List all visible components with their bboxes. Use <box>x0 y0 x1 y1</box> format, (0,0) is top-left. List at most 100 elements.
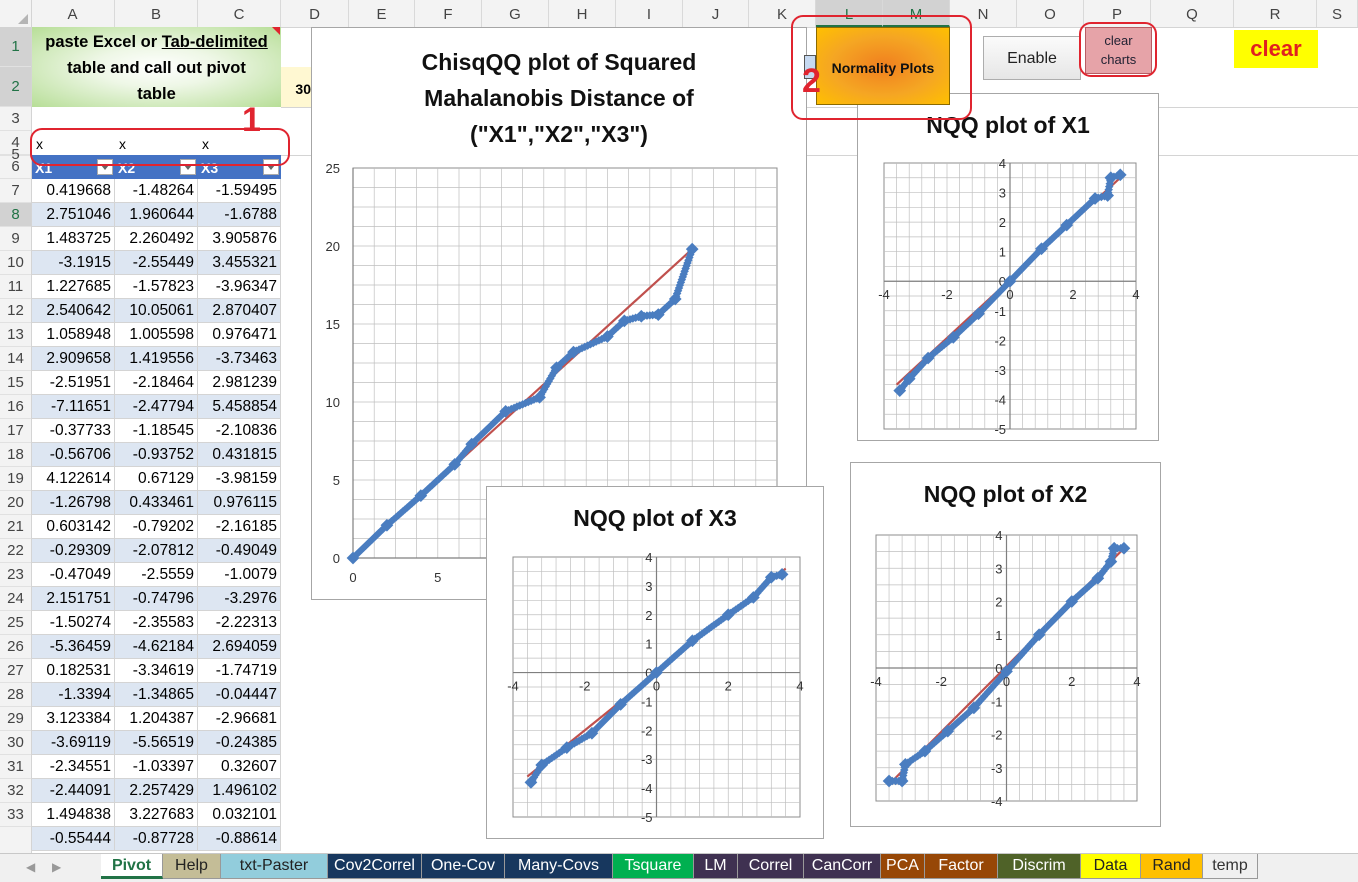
tab-txt-paster[interactable]: txt-Paster <box>221 854 328 879</box>
table-cell[interactable]: -0.88614 <box>198 827 281 851</box>
table-cell[interactable]: -2.35583 <box>115 611 198 635</box>
row-header-13[interactable]: 13 <box>0 323 31 347</box>
table-cell[interactable]: 0.431815 <box>198 443 281 467</box>
row-header-6[interactable]: 6 <box>0 155 31 179</box>
row-header-11[interactable]: 11 <box>0 275 31 299</box>
table-cell[interactable]: -2.18464 <box>115 371 198 395</box>
table-cell[interactable]: 2.260492 <box>115 227 198 251</box>
table-cell[interactable]: 3.455321 <box>198 251 281 275</box>
table-cell[interactable]: 2.540642 <box>32 299 115 323</box>
tab-factor[interactable]: Factor <box>925 854 998 879</box>
table-cell[interactable]: -2.22313 <box>198 611 281 635</box>
row-header-15[interactable]: 15 <box>0 371 31 395</box>
tab-pca[interactable]: PCA <box>881 854 925 879</box>
table-cell[interactable]: 2.909658 <box>32 347 115 371</box>
column-header-b[interactable]: B <box>115 0 198 27</box>
table-cell[interactable]: -3.96347 <box>198 275 281 299</box>
table-cell[interactable]: 0.603142 <box>32 515 115 539</box>
tab-scroll-left-icon[interactable]: ◀ <box>26 860 36 874</box>
table-cell[interactable]: 2.981239 <box>198 371 281 395</box>
table-cell[interactable]: 0.976115 <box>198 491 281 515</box>
tab-tsquare[interactable]: Tsquare <box>613 854 694 879</box>
tab-many-covs[interactable]: Many-Covs <box>505 854 613 879</box>
row-header-17[interactable]: 17 <box>0 419 31 443</box>
clear-button[interactable]: clear <box>1234 30 1318 68</box>
row-header-9[interactable]: 9 <box>0 227 31 251</box>
filter-dropdown-icon[interactable] <box>263 159 279 175</box>
table-cell[interactable]: 0.032101 <box>198 803 281 827</box>
clear-charts-button[interactable]: clear charts <box>1085 27 1152 74</box>
tab-correl[interactable]: Correl <box>738 854 804 879</box>
row-header-28[interactable]: 28 <box>0 683 31 707</box>
tab-temp[interactable]: temp <box>1203 854 1258 879</box>
table-cell[interactable]: -2.07812 <box>115 539 198 563</box>
column-header-m[interactable]: M <box>883 0 950 27</box>
table-cell[interactable]: -7.11651 <box>32 395 115 419</box>
table-cell[interactable]: -1.74719 <box>198 659 281 683</box>
shape-handle[interactable] <box>804 55 816 79</box>
table-cell[interactable]: 1.483725 <box>32 227 115 251</box>
table-cell[interactable]: -1.18545 <box>115 419 198 443</box>
row-header-4[interactable]: 4 <box>0 131 31 155</box>
table-cell[interactable]: -1.3394 <box>32 683 115 707</box>
row-header-2[interactable]: 2 <box>0 67 31 107</box>
table-cell[interactable]: 0.419668 <box>32 179 115 203</box>
cell-c4[interactable]: x <box>202 136 209 152</box>
table-cell[interactable]: -0.74796 <box>115 587 198 611</box>
row-header-31[interactable]: 31 <box>0 755 31 779</box>
table-cell[interactable]: -0.04447 <box>198 683 281 707</box>
table-cell[interactable]: -1.57823 <box>115 275 198 299</box>
column-header-n[interactable]: N <box>950 0 1017 27</box>
row-header-32[interactable]: 32 <box>0 779 31 803</box>
table-cell[interactable]: -0.79202 <box>115 515 198 539</box>
table-cell[interactable]: -1.6788 <box>198 203 281 227</box>
filter-dropdown-icon[interactable] <box>97 159 113 175</box>
table-cell[interactable]: -0.56706 <box>32 443 115 467</box>
row-header-30[interactable]: 30 <box>0 731 31 755</box>
table-cell[interactable]: 4.122614 <box>32 467 115 491</box>
tab-cov2correl[interactable]: Cov2Correl <box>328 854 422 879</box>
table-cell[interactable]: -3.1915 <box>32 251 115 275</box>
tab-scroll-right-icon[interactable]: ▶ <box>52 860 62 874</box>
tab-one-cov[interactable]: One-Cov <box>422 854 505 879</box>
cell-d2[interactable]: 30 <box>281 67 311 107</box>
row-header-25[interactable]: 25 <box>0 611 31 635</box>
table-cell[interactable]: -1.26798 <box>32 491 115 515</box>
table-cell[interactable]: 1.005598 <box>115 323 198 347</box>
table-cell[interactable]: -3.69119 <box>32 731 115 755</box>
row-header-18[interactable]: 18 <box>0 443 31 467</box>
tab-rand[interactable]: Rand <box>1141 854 1203 879</box>
table-cell[interactable]: 2.870407 <box>198 299 281 323</box>
table-cell[interactable]: -1.59495 <box>198 179 281 203</box>
table-cell[interactable]: -0.29309 <box>32 539 115 563</box>
table-cell[interactable]: 1.494838 <box>32 803 115 827</box>
table-cell[interactable]: -2.44091 <box>32 779 115 803</box>
row-header-16[interactable]: 16 <box>0 395 31 419</box>
row-header-26[interactable]: 26 <box>0 635 31 659</box>
table-cell[interactable]: -1.50274 <box>32 611 115 635</box>
table-cell[interactable]: -3.34619 <box>115 659 198 683</box>
table-cell[interactable]: -2.51951 <box>32 371 115 395</box>
table-cell[interactable]: -2.10836 <box>198 419 281 443</box>
column-header-c[interactable]: C <box>198 0 281 27</box>
table-cell[interactable]: -1.0079 <box>198 563 281 587</box>
row-header-7[interactable]: 7 <box>0 179 31 203</box>
enable-button[interactable]: Enable <box>983 36 1081 80</box>
header-x1[interactable]: X1 <box>32 155 115 179</box>
column-header-g[interactable]: G <box>482 0 549 27</box>
column-header-r[interactable]: R <box>1234 0 1317 27</box>
table-cell[interactable]: -2.96681 <box>198 707 281 731</box>
row-header-22[interactable]: 22 <box>0 539 31 563</box>
table-cell[interactable]: 1.227685 <box>32 275 115 299</box>
table-cell[interactable]: -5.36459 <box>32 635 115 659</box>
table-cell[interactable]: 2.694059 <box>198 635 281 659</box>
table-cell[interactable]: -1.34865 <box>115 683 198 707</box>
tab-pivot[interactable]: Pivot <box>101 854 163 879</box>
column-header-h[interactable]: H <box>549 0 616 27</box>
column-header-s[interactable]: S <box>1317 0 1358 27</box>
normality-plots-button[interactable]: Normality Plots <box>816 27 950 105</box>
table-cell[interactable]: 0.976471 <box>198 323 281 347</box>
column-header-i[interactable]: I <box>616 0 683 27</box>
table-cell[interactable]: -3.98159 <box>198 467 281 491</box>
cell-b4[interactable]: x <box>119 136 126 152</box>
